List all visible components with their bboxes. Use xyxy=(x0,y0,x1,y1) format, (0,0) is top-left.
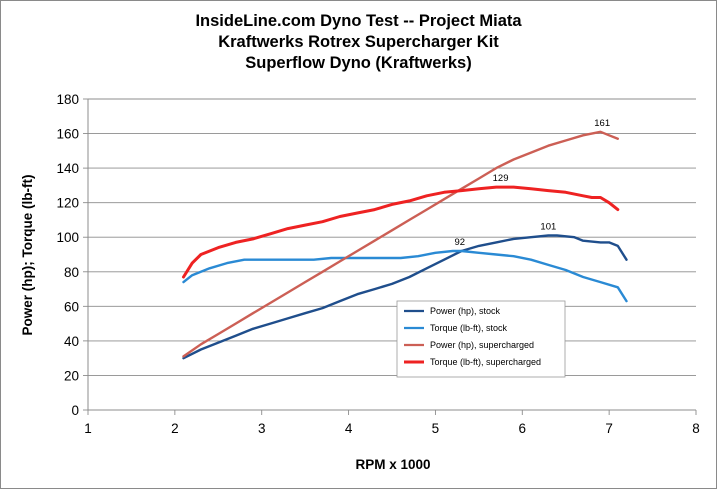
x-tick-label: 3 xyxy=(258,421,266,436)
peak-label: 101 xyxy=(540,221,556,232)
y-tick-label: 180 xyxy=(56,92,79,107)
legend-box xyxy=(396,300,566,378)
series-line-1 xyxy=(182,234,628,360)
y-tick-label: 140 xyxy=(56,161,79,176)
y-tick-label: 120 xyxy=(56,196,79,211)
x-axis-title: RPM x 1000 xyxy=(355,457,430,472)
y-tick-label: 20 xyxy=(64,368,79,383)
legend-label: Power (hp), supercharged xyxy=(430,340,534,350)
series-line-4 xyxy=(182,185,620,279)
peak-labels: 161 129 101 92 xyxy=(454,118,610,248)
axes xyxy=(83,98,697,415)
legend-label: Torque (lb-ft), stock xyxy=(430,323,508,333)
y-tick-label: 80 xyxy=(64,265,79,280)
y-axis-title: Power (hp); Torque (lb-ft) xyxy=(20,175,35,336)
chart-title: InsideLine.com Dyno Test -- Project Miat… xyxy=(195,12,522,30)
x-tick-label: 2 xyxy=(171,421,179,436)
x-tick-label: 1 xyxy=(84,421,92,436)
x-tick-label: 4 xyxy=(345,421,353,436)
series-line-2 xyxy=(182,249,628,303)
legend: Power (hp), stock Torque (lb-ft), stock Po… xyxy=(396,300,566,378)
peak-label: 92 xyxy=(454,237,465,248)
gridlines xyxy=(88,98,696,376)
x-tick-label: 5 xyxy=(432,421,440,436)
y-tick-label: 160 xyxy=(56,127,79,142)
chart-titles: InsideLine.com Dyno Test -- Project Miat… xyxy=(1,11,716,74)
legend-label: Power (hp), stock xyxy=(430,306,501,316)
series-lines xyxy=(182,130,628,360)
x-tick-label: 6 xyxy=(519,421,527,436)
legend-label: Torque (lb-ft), supercharged xyxy=(430,357,541,367)
series-line-3 xyxy=(182,130,619,358)
y-tick-label: 40 xyxy=(64,334,79,349)
y-tick-labels: 0 20 40 60 80 100 120 140 160 180 xyxy=(56,92,79,418)
x-tick-label: 7 xyxy=(605,421,613,436)
x-tick-labels: 1 2 3 4 5 6 7 8 xyxy=(84,421,700,436)
chart-subtitle-1: Kraftwerks Rotrex Supercharger Kit xyxy=(218,33,499,51)
chart-subtitle-2: Superflow Dyno (Kraftwerks) xyxy=(245,54,472,72)
y-tick-label: 100 xyxy=(56,230,79,245)
peak-label: 161 xyxy=(594,118,610,129)
y-tick-label: 60 xyxy=(64,299,79,314)
y-tick-label: 0 xyxy=(71,403,79,418)
peak-label: 129 xyxy=(493,173,509,184)
x-tick-label: 8 xyxy=(692,421,700,436)
